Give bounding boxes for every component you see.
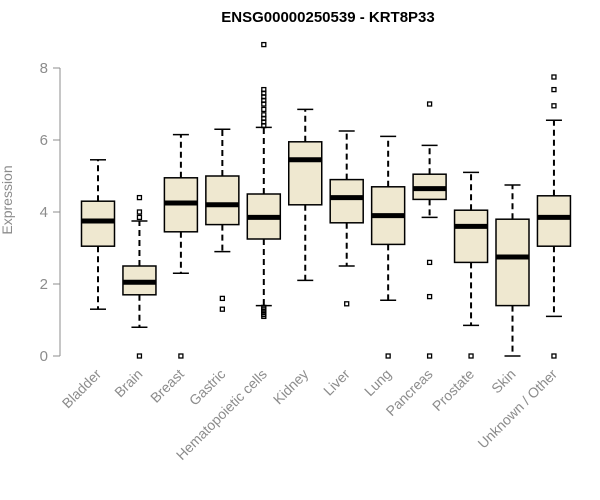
- outlier-point: [136, 194, 143, 201]
- y-axis: 0 2 4 6 8: [40, 60, 61, 365]
- outlier-point: [261, 86, 267, 93]
- outlier-point: [219, 295, 226, 302]
- box-9: [453, 171, 489, 359]
- outlier-point: [551, 86, 557, 93]
- outlier-point: [261, 106, 267, 113]
- outlier-point: [261, 304, 267, 311]
- y-tick-label: 2: [40, 276, 48, 293]
- outlier-point: [426, 259, 433, 266]
- outlier-point: [385, 353, 391, 359]
- x-tick-label: Lung: [361, 366, 394, 399]
- x-tick-label: Kidney: [270, 366, 312, 408]
- outlier-point: [261, 112, 267, 118]
- y-tick-label: 4: [40, 204, 48, 221]
- x-tick-label: Skin: [488, 366, 519, 397]
- x-tick-label: Brain: [111, 366, 145, 400]
- outlier-point: [136, 353, 143, 359]
- x-tick-label: Unknown / Other: [474, 366, 560, 452]
- x-tick-label: Prostate: [429, 366, 477, 414]
- outlier-point: [219, 306, 226, 312]
- outlier-point: [426, 293, 433, 300]
- boxes-layer: [80, 41, 572, 359]
- outlier-point: [261, 41, 267, 48]
- box-5: [288, 108, 323, 282]
- outlier-point: [426, 101, 433, 107]
- box-4: [246, 41, 282, 320]
- box-6: [329, 130, 364, 307]
- x-tick-label: Liver: [320, 366, 353, 399]
- x-tick-label: Breast: [147, 366, 187, 406]
- box-1: [122, 194, 157, 359]
- chart-title: ENSG00000250539 - KRT8P33: [221, 9, 434, 26]
- y-tick-label: 6: [40, 132, 48, 149]
- outlier-point: [136, 214, 143, 221]
- y-tick-label: 8: [40, 60, 48, 77]
- box-11: [536, 74, 572, 359]
- iqr-box: [329, 178, 364, 224]
- iqr-box: [80, 200, 116, 247]
- outlier-point: [551, 74, 557, 80]
- box-0: [80, 159, 116, 310]
- box-2: [163, 133, 199, 359]
- x-tick-label: Bladder: [59, 366, 105, 412]
- outlier-point: [426, 353, 433, 359]
- outlier-point: [468, 353, 474, 359]
- iqr-box: [288, 141, 323, 206]
- iqr-box: [495, 218, 530, 307]
- box-7: [370, 135, 406, 359]
- box-8: [412, 101, 447, 359]
- iqr-box: [205, 175, 240, 226]
- outlier-point: [551, 353, 557, 359]
- outlier-point: [551, 103, 557, 109]
- box-3: [205, 128, 240, 312]
- y-axis-label: Expression: [0, 165, 15, 234]
- box-10: [495, 184, 530, 357]
- outlier-point: [344, 301, 350, 307]
- outlier-point: [178, 353, 184, 359]
- iqr-box: [536, 195, 572, 247]
- y-tick-label: 0: [40, 348, 48, 365]
- outlier-point: [136, 209, 143, 215]
- iqr-box: [453, 209, 489, 264]
